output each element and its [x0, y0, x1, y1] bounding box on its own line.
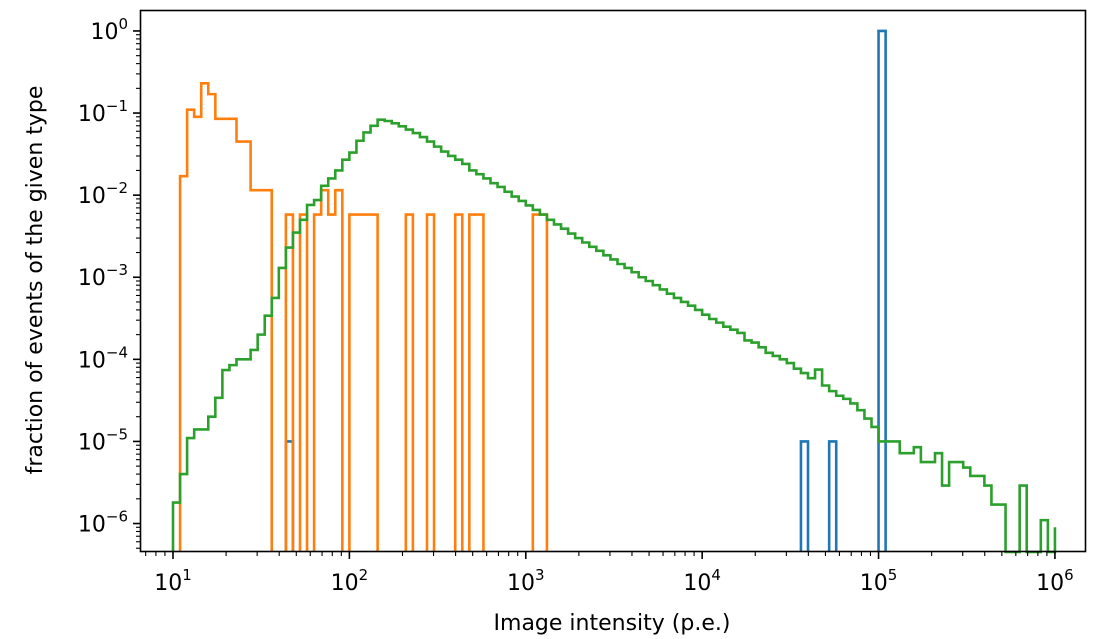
y-tick-label: 10−3 [78, 261, 128, 291]
x-tick-label: 104 [683, 566, 721, 596]
x-tick-label: 106 [1036, 566, 1074, 596]
x-tick-label: 105 [860, 566, 898, 596]
x-tick-label: 102 [331, 566, 369, 596]
x-tick-label: 101 [154, 566, 192, 596]
y-tick-label: 10−4 [78, 343, 128, 373]
y-tick-label: 10−5 [78, 425, 128, 455]
y-tick-label: 10−6 [78, 508, 128, 538]
series-orange-step [178, 82, 549, 552]
x-axis-label: Image intensity (p.e.) [494, 611, 731, 636]
ticks-layer: 101 102 103 104 105 106 100 10−1 10−2 10−3 10−4 10−… [78, 15, 1074, 596]
plot-frame [139, 9, 1087, 553]
y-axis-label: fraction of events of the given type [23, 86, 48, 475]
series-blue-step [284, 29, 887, 552]
series-layer [171, 29, 1057, 554]
y-tick-label: 10−1 [78, 97, 128, 127]
y-tick-label: 10−2 [78, 179, 128, 209]
series-green-step [171, 118, 1057, 554]
x-tick-label: 103 [507, 566, 545, 596]
y-tick-label: 100 [90, 15, 128, 45]
